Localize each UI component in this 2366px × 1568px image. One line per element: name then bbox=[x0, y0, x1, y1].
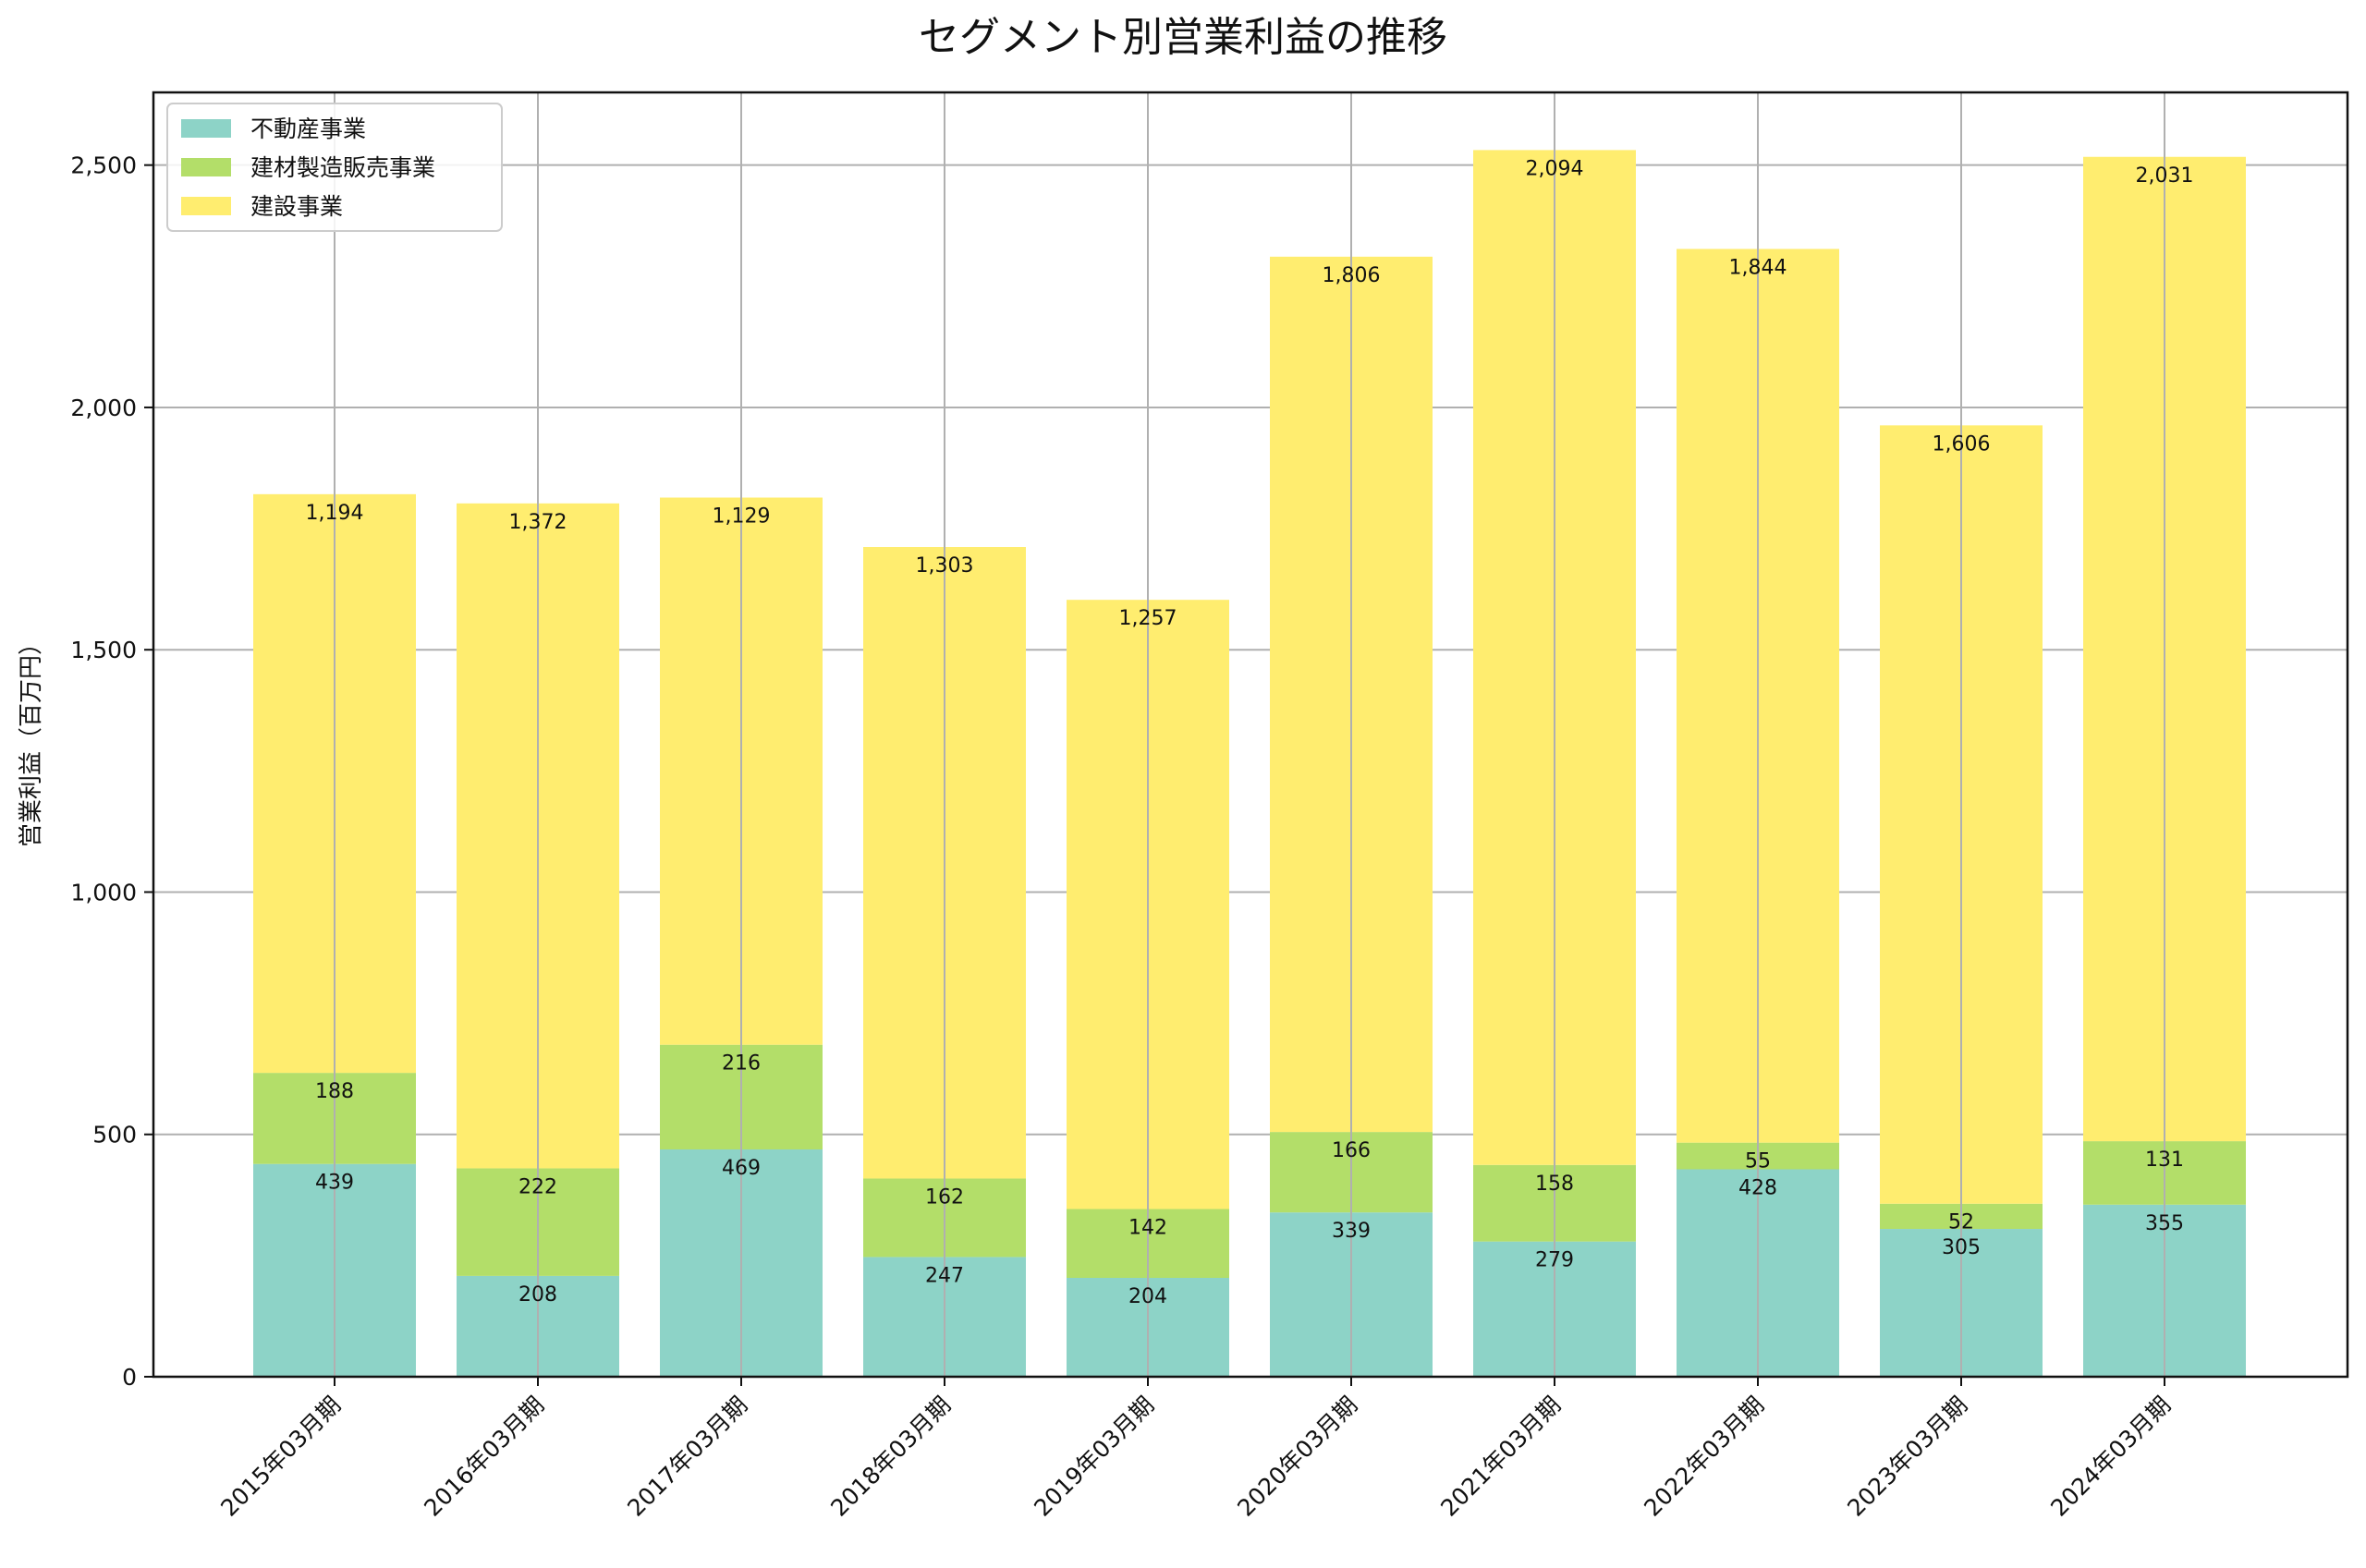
x-tick-label: 2023年03月期 bbox=[1842, 1392, 1972, 1522]
x-tick-label: 2020年03月期 bbox=[1232, 1392, 1362, 1522]
bar-value-label: 216 bbox=[722, 1052, 761, 1076]
x-tick-label: 2016年03月期 bbox=[419, 1392, 549, 1522]
legend-swatch bbox=[181, 158, 231, 176]
x-tick-label: 2021年03月期 bbox=[1435, 1392, 1566, 1522]
bar-value-label: 162 bbox=[925, 1185, 964, 1209]
bar-value-label: 469 bbox=[722, 1157, 761, 1180]
bar-value-label: 355 bbox=[2145, 1212, 2184, 1235]
bar-value-label: 52 bbox=[1948, 1211, 1974, 1234]
legend-swatch bbox=[181, 197, 231, 215]
x-tick-label: 2019年03月期 bbox=[1029, 1392, 1159, 1522]
bar-value-label: 305 bbox=[1942, 1236, 1981, 1259]
x-tick-label: 2022年03月期 bbox=[1639, 1392, 1769, 1522]
x-tick-label: 2017年03月期 bbox=[622, 1392, 752, 1522]
bar-value-label: 1,606 bbox=[1933, 432, 1991, 456]
y-tick-label: 2,000 bbox=[70, 395, 137, 421]
bar-value-label: 166 bbox=[1332, 1139, 1371, 1162]
x-tick-label: 2015年03月期 bbox=[215, 1392, 346, 1522]
y-tick-label: 0 bbox=[122, 1364, 137, 1391]
y-tick-label: 2,500 bbox=[70, 152, 137, 179]
bar-value-label: 142 bbox=[1128, 1217, 1167, 1240]
data-labels-layer: 439 208 469 247 204 339 279 428 305 355 188 222 216 1… bbox=[306, 157, 2194, 1308]
bar-value-label: 339 bbox=[1332, 1220, 1371, 1243]
bar-value-label: 208 bbox=[518, 1283, 557, 1307]
legend-label: 不動産事業 bbox=[250, 115, 366, 142]
plot-frame bbox=[152, 91, 2349, 1379]
bar-value-label: 1,372 bbox=[509, 511, 567, 534]
bar-value-label: 131 bbox=[2145, 1149, 2184, 1172]
y-tick-label: 1,000 bbox=[70, 879, 137, 906]
y-axis-label: 営業利益（百万円） bbox=[18, 631, 45, 847]
chart-title: セグメント別営業利益の推移 bbox=[919, 14, 1447, 61]
bar-value-label: 1,129 bbox=[713, 505, 771, 529]
bar-value-label: 55 bbox=[1745, 1150, 1771, 1173]
bar-value-label: 222 bbox=[518, 1175, 557, 1198]
bar-value-label: 1,194 bbox=[306, 502, 364, 525]
bar-value-label: 2,094 bbox=[1526, 157, 1584, 180]
bar-value-label: 158 bbox=[1535, 1173, 1574, 1196]
bar-value-label: 247 bbox=[925, 1264, 964, 1287]
bar-value-label: 428 bbox=[1738, 1177, 1777, 1200]
legend-label: 建設事業 bbox=[250, 193, 343, 220]
vertical-grid-layer bbox=[334, 92, 2165, 1377]
bar-value-label: 2,031 bbox=[2136, 164, 2194, 188]
y-tick-label: 1,500 bbox=[70, 637, 137, 663]
y-tick-label: 500 bbox=[92, 1122, 137, 1149]
bar-value-label: 1,844 bbox=[1729, 256, 1787, 279]
bar-value-label: 1,303 bbox=[916, 554, 974, 577]
legend-box bbox=[166, 103, 503, 232]
bar-value-label: 1,806 bbox=[1323, 264, 1381, 287]
x-tick-label: 2024年03月期 bbox=[2045, 1392, 2176, 1522]
bar-value-label: 204 bbox=[1128, 1285, 1167, 1308]
legend-swatch bbox=[181, 119, 231, 138]
bar-value-label: 439 bbox=[315, 1172, 354, 1195]
legend-label: 建材製造販売事業 bbox=[250, 154, 435, 181]
bar-value-label: 279 bbox=[1535, 1249, 1574, 1272]
bar-value-label: 188 bbox=[315, 1080, 354, 1103]
bar-value-label: 1,257 bbox=[1119, 607, 1177, 630]
x-tick-label: 2018年03月期 bbox=[825, 1392, 956, 1522]
